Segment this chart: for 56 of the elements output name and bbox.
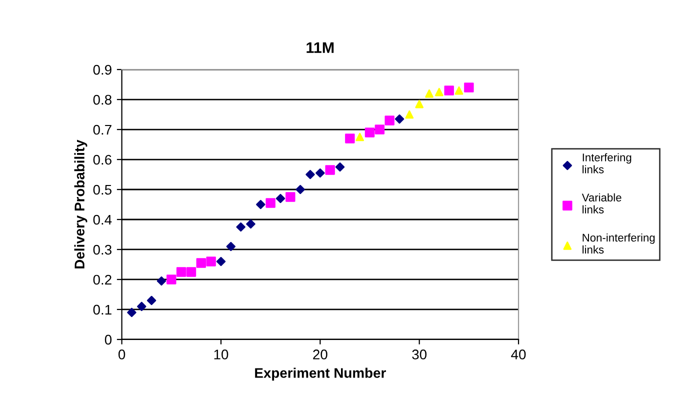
point — [246, 219, 256, 229]
point — [266, 198, 276, 208]
point — [286, 192, 296, 202]
x-tick-label: 10 — [214, 350, 228, 360]
point — [196, 258, 206, 268]
point — [405, 110, 414, 119]
y-tick-label: 0.9 — [93, 64, 112, 75]
point — [335, 162, 345, 172]
chart-title: 11M — [306, 42, 334, 53]
point — [415, 100, 424, 108]
point — [316, 168, 325, 178]
point — [364, 128, 375, 138]
point — [226, 242, 236, 252]
y-tick-label: 0.7 — [93, 124, 112, 135]
point — [454, 86, 464, 95]
point — [394, 114, 404, 124]
point — [137, 302, 146, 312]
point — [156, 276, 166, 286]
legend-label: Non-interfering links — [582, 233, 655, 254]
point — [356, 132, 364, 142]
point — [464, 82, 474, 92]
point — [435, 88, 444, 96]
y-tick-label: 0 — [104, 334, 112, 345]
point — [425, 89, 434, 98]
point — [276, 194, 286, 204]
legend-label: Variable links — [582, 193, 622, 214]
point — [384, 116, 394, 126]
point — [306, 170, 315, 180]
y-tick-label: 0.4 — [93, 214, 112, 225]
point — [127, 308, 136, 318]
point — [186, 267, 196, 277]
point — [374, 124, 385, 134]
y-tick-label: 0.3 — [93, 244, 112, 255]
y-axis-title: Delivery Probability — [74, 140, 88, 268]
x-tick-label: 30 — [412, 350, 427, 360]
point — [296, 184, 305, 194]
x-axis-title: Experiment Number — [255, 368, 386, 381]
y-tick-label: 0.1 — [93, 304, 112, 315]
point — [444, 86, 454, 96]
x-tick-label: 40 — [511, 350, 526, 360]
y-tick-label: 0.8 — [93, 94, 112, 105]
y-tick-label: 0.2 — [93, 274, 112, 285]
point — [216, 256, 226, 266]
point — [345, 134, 355, 144]
point — [256, 200, 266, 210]
legend-label: Interfering links — [582, 153, 632, 174]
y-tick-label: 0.6 — [93, 154, 112, 165]
y-tick-label: 0.5 — [93, 184, 112, 195]
point — [166, 274, 176, 284]
point — [146, 296, 156, 306]
x-tick-label: 20 — [313, 350, 328, 360]
point — [176, 267, 186, 277]
point — [206, 256, 216, 266]
x-tick-label: 0 — [118, 350, 126, 360]
point — [325, 165, 335, 175]
point — [236, 222, 246, 232]
